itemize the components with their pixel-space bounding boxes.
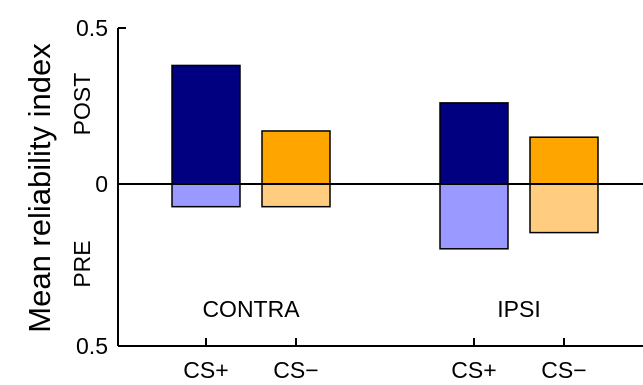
bar-pre-2: [261, 183, 331, 208]
x-tick-label-2: CS−: [273, 357, 318, 383]
y-tick-label-2: 0: [95, 171, 108, 197]
group-label-2: IPSI: [497, 296, 540, 322]
bar-post-3: [439, 102, 509, 185]
bar-post-2: [261, 130, 331, 185]
y-tick-label-3: 0.5: [76, 333, 108, 359]
group-label-1: CONTRA: [202, 296, 300, 322]
y-tick-label-1: 0.5: [76, 15, 108, 41]
x-tick-label-1: CS+: [183, 357, 228, 383]
pre-label: PRE: [69, 240, 95, 287]
y-axis-label: Mean reliability index: [22, 43, 57, 333]
bar-post-1: [171, 64, 241, 185]
chart-marks: CONTRA IPSI: [171, 64, 599, 322]
x-tick-label-4: CS−: [541, 357, 586, 383]
chart-ticks: 0.5 0 0.5 CS+ CS− CS+ CS−: [76, 15, 587, 383]
bar-post-4: [529, 136, 599, 185]
x-tick-label-3: CS+: [451, 357, 496, 383]
bar-pre-1: [171, 183, 241, 208]
bar-pre-4: [529, 183, 599, 234]
post-label: POST: [69, 73, 95, 136]
bar-pre-3: [439, 183, 509, 250]
